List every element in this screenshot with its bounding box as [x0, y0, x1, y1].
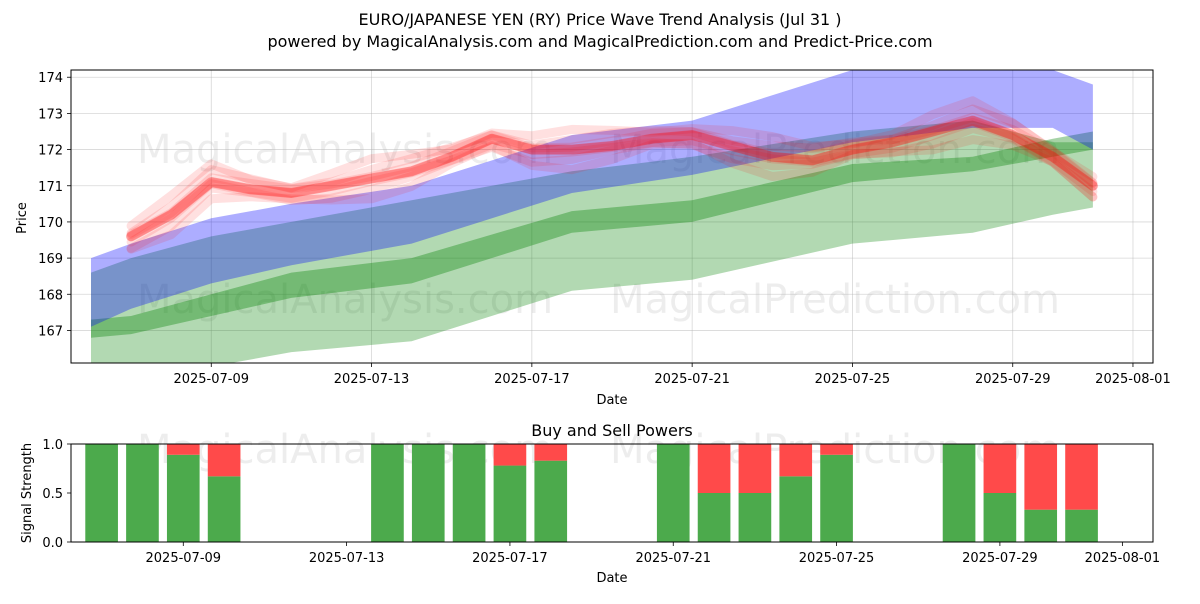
y-tick-label: 169	[38, 252, 63, 267]
sell-bar	[1065, 444, 1098, 510]
sell-bar	[534, 444, 568, 461]
price-plot: 2025-07-09 2025-07-13 2025-07-17 2025-07-21…	[38, 69, 1171, 387]
price-x-label: Date	[596, 393, 627, 408]
buy-bar	[697, 493, 731, 542]
x-tick-label: 2025-07-17	[494, 372, 570, 387]
price-plot-frame	[70, 69, 1154, 364]
buy-bar	[371, 444, 404, 542]
buy-bar	[983, 493, 1017, 542]
x-tick-label: 2025-07-09	[146, 551, 222, 566]
x-tick-label: 2025-08-01	[1085, 551, 1161, 566]
x-tick-label: 2025-07-17	[472, 551, 548, 566]
sell-bar	[738, 444, 772, 493]
buy-bar	[656, 444, 690, 542]
buy-bar	[85, 444, 118, 542]
x-tick-label: 2025-07-13	[334, 372, 410, 387]
x-tick-label: 2025-08-01	[1095, 372, 1171, 387]
buy-bar	[1065, 509, 1098, 542]
price-y-label: Price	[15, 202, 30, 234]
price-wave-line	[126, 117, 1098, 247]
sell-bar	[697, 444, 731, 493]
x-tick-label: 2025-07-09	[173, 372, 249, 387]
buy-bar	[1024, 509, 1058, 542]
watermark-text: MagicalAnalysis.com	[137, 277, 553, 323]
x-tick-label: 2025-07-21	[635, 551, 711, 566]
sell-bar	[983, 444, 1017, 493]
buy-bar	[207, 476, 241, 542]
buy-bar	[779, 476, 813, 542]
signal-y-label: Signal Strength	[20, 443, 35, 543]
watermark-text: MagicalPrediction.com	[610, 277, 1060, 323]
y-tick-label: 173	[38, 107, 63, 122]
x-tick-label: 2025-07-25	[815, 372, 891, 387]
buy-bar	[452, 444, 486, 542]
y-tick-label: 0.0	[42, 536, 63, 551]
buy-bar	[942, 444, 976, 542]
sell-bar	[493, 444, 527, 466]
y-tick-label: 168	[38, 288, 63, 303]
watermark-text: MagicalPrediction.com	[610, 127, 1060, 173]
chart-title: EURO/JAPANESE YEN (RY) Price Wave Trend …	[359, 10, 842, 29]
signal-x-label: Date	[596, 571, 627, 586]
buy-bar	[411, 444, 445, 542]
y-tick-label: 0.5	[42, 487, 63, 502]
y-tick-label: 167	[38, 324, 63, 339]
price-wave-line	[126, 116, 1098, 241]
price-wave-line	[126, 112, 1098, 239]
sell-bar	[779, 444, 813, 477]
plot-series	[91, 70, 1098, 363]
signal-chart-title: Buy and Sell Powers	[531, 421, 693, 440]
x-tick-label: 2025-07-13	[309, 551, 385, 566]
green-band-center	[91, 131, 1093, 338]
chart-subtitle: powered by MagicalAnalysis.com and Magic…	[267, 32, 932, 51]
buy-bar	[166, 454, 200, 542]
y-tick-label: 171	[38, 180, 63, 195]
y-tick-label: 170	[38, 216, 63, 231]
price-wave-line	[126, 104, 1098, 238]
x-tick-label: 2025-07-29	[975, 372, 1051, 387]
buy-bar	[738, 493, 772, 542]
price-line	[126, 115, 1098, 242]
buy-bar	[126, 444, 159, 542]
x-tick-label: 2025-07-29	[962, 551, 1038, 566]
signal-plot-frame	[70, 443, 1154, 543]
sell-bar	[1024, 444, 1058, 510]
y-tick-label: 172	[38, 144, 63, 159]
x-tick-label: 2025-07-25	[799, 551, 875, 566]
sell-bar	[820, 444, 853, 455]
price-wave-line	[126, 124, 1098, 253]
price-wave-line	[126, 135, 1098, 254]
price-wave-line	[126, 96, 1098, 231]
y-tick-label: 1.0	[42, 438, 63, 453]
signal-plot: 2025-07-09 2025-07-13 2025-07-17 2025-07-21…	[42, 438, 1160, 566]
green-band-outer	[91, 120, 1093, 363]
sell-bar	[207, 444, 241, 477]
x-tick-label: 2025-07-21	[654, 372, 730, 387]
blue-band	[91, 70, 1093, 327]
buy-bar	[534, 460, 568, 542]
buy-bar	[820, 454, 853, 542]
buy-bar	[493, 465, 527, 542]
sell-bar	[166, 444, 200, 455]
watermark-text: MagicalAnalysis.com	[137, 127, 553, 173]
y-tick-label: 174	[38, 71, 63, 86]
